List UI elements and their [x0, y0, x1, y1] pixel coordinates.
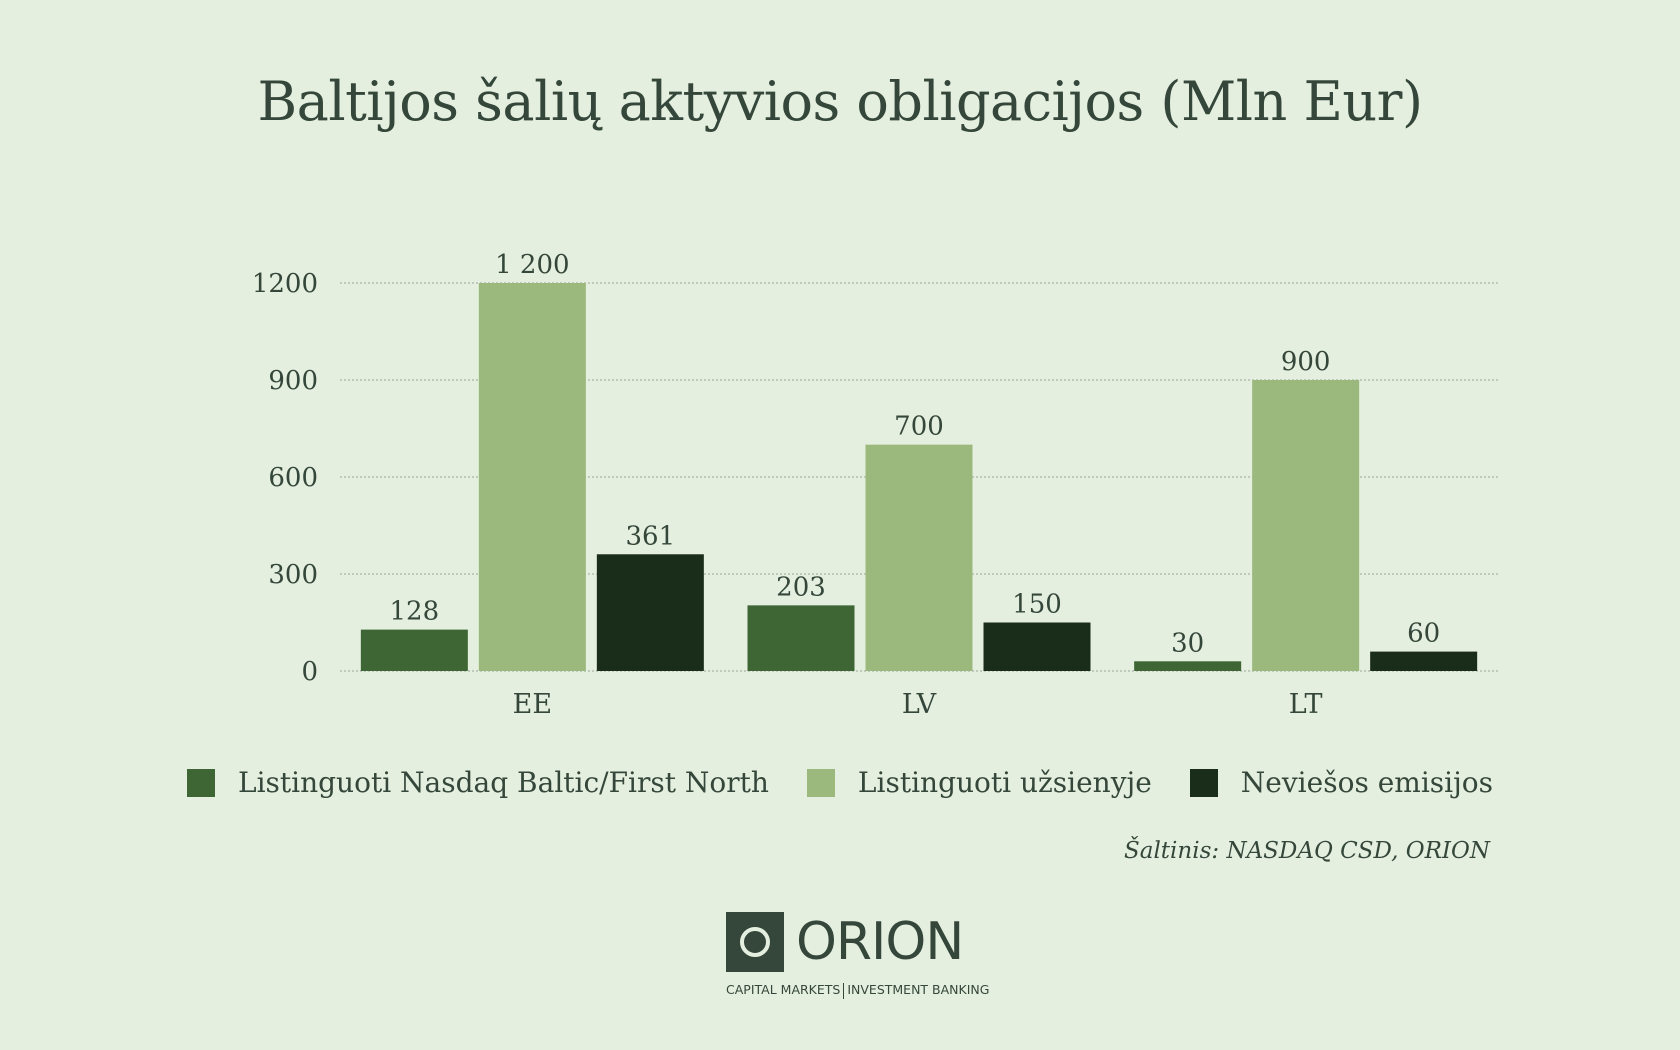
- y-tick-label: 300: [268, 560, 318, 590]
- bar: [865, 444, 973, 671]
- data-label: 361: [626, 521, 676, 551]
- ring-icon: [740, 927, 770, 957]
- x-tick-label: LT: [1289, 689, 1323, 720]
- x-tick-label: EE: [513, 689, 552, 720]
- data-label: 900: [1281, 347, 1331, 377]
- tagline-left: CAPITAL MARKETS: [726, 982, 841, 997]
- data-label: 150: [1012, 590, 1062, 620]
- tagline-separator: [843, 982, 845, 999]
- x-tick-label: LV: [902, 689, 937, 720]
- chart-title: Baltijos šalių aktyvios obligacijos (Mln…: [257, 70, 1423, 133]
- legend-item-private: Neviešos emisijos: [1189, 766, 1494, 799]
- y-tick-label: 900: [268, 366, 318, 396]
- bar: [596, 554, 704, 671]
- bar: [478, 283, 586, 671]
- legend-item-abroad: Listinguoti užsienyje: [806, 766, 1152, 799]
- data-label: 30: [1171, 628, 1204, 658]
- legend-swatch-abroad: [806, 768, 835, 797]
- data-label: 203: [776, 572, 826, 602]
- legend-label-private: Neviešos emisijos: [1240, 766, 1494, 799]
- legend-label-nasdaq: Listinguoti Nasdaq Baltic/First North: [237, 766, 769, 799]
- bar: [747, 605, 855, 671]
- bar: [1252, 380, 1360, 671]
- data-label: 128: [390, 597, 440, 627]
- y-tick-label: 600: [268, 463, 318, 493]
- data-label: 60: [1407, 619, 1440, 649]
- bar: [360, 629, 468, 671]
- legend-item-nasdaq: Listinguoti Nasdaq Baltic/First North: [186, 766, 769, 799]
- legend-swatch-private: [1189, 768, 1218, 797]
- source-note: Šaltinis: NASDAQ CSD, ORION: [1123, 838, 1490, 864]
- data-label: 700: [894, 412, 944, 442]
- orion-logo-wordmark: ORION: [796, 912, 964, 972]
- y-tick-label: 0: [301, 657, 318, 687]
- legend-swatch-nasdaq: [186, 768, 215, 797]
- bar-chart: 0 300 600 900 1200 128 1 200 361 EE 203 700 150 LV 30…: [252, 250, 1500, 720]
- y-tick-label: 1200: [252, 269, 318, 299]
- bar: [1370, 651, 1478, 671]
- legend-label-abroad: Listinguoti užsienyje: [857, 766, 1152, 799]
- data-label: 1 200: [495, 250, 569, 280]
- chart-legend: Listinguoti Nasdaq Baltic/First North Li…: [0, 766, 1680, 799]
- bar: [983, 622, 1091, 671]
- bar: [1134, 661, 1242, 671]
- orion-logo-tagline: CAPITAL MARKETS INVESTMENT BANKING: [726, 982, 989, 999]
- orion-logo: ORION CAPITAL MARKETS INVESTMENT BANKING: [726, 912, 989, 1002]
- tagline-right: INVESTMENT BANKING: [847, 982, 990, 997]
- orion-logo-mark: [726, 912, 784, 972]
